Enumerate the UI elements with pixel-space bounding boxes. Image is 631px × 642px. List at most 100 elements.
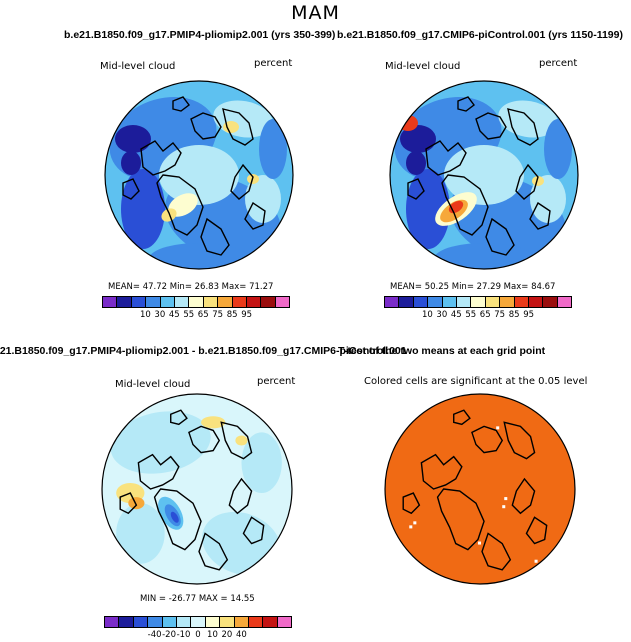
coastline — [198, 532, 229, 571]
coastline — [170, 409, 188, 426]
colorbar-swatch — [248, 617, 264, 627]
map-field-region — [444, 145, 524, 205]
panel2-variable-label: Mid-level cloud — [385, 61, 461, 72]
panel4-caption: Colored cells are significant at the 0.0… — [364, 376, 588, 387]
colorbar-tick-label: 65 — [479, 310, 491, 320]
coastline — [140, 140, 182, 176]
map-field-region — [201, 416, 226, 429]
colorbar-swatch — [263, 617, 278, 627]
colorbar-swatch — [103, 297, 118, 307]
panel3-variable-label: Mid-level cloud — [115, 379, 191, 390]
map-field-region — [170, 511, 179, 523]
map-field-region — [406, 169, 450, 249]
coastline — [481, 532, 512, 571]
colorbar-swatch — [119, 617, 134, 627]
nonsignificant-cell — [504, 497, 508, 501]
panel1-polar-map — [104, 80, 294, 270]
coastline — [220, 421, 253, 460]
map-field-region — [149, 243, 249, 269]
map-field-region — [159, 145, 239, 205]
coastline — [457, 96, 475, 112]
colorbar-swatch — [117, 297, 132, 307]
map-field-region — [166, 468, 228, 518]
map-field-region — [406, 151, 426, 175]
coastline — [222, 108, 254, 146]
map-field-region — [235, 435, 248, 446]
panel3-stats: MIN = -26.77 MAX = 14.55 — [140, 594, 255, 604]
coastline — [200, 217, 230, 256]
map-background — [385, 394, 575, 584]
colorbar-tick-label: 85 — [226, 310, 238, 320]
colorbar-swatch — [514, 297, 529, 307]
map-border — [101, 393, 293, 585]
colorbar-swatch — [500, 297, 515, 307]
colorbar-swatch — [428, 297, 443, 307]
coastline — [156, 174, 204, 236]
map-field-region — [434, 243, 534, 269]
map-field-region — [245, 175, 281, 223]
panel4-polar-map — [384, 393, 576, 585]
panel1-units-label: percent — [254, 58, 293, 69]
colorbar-swatch — [543, 297, 558, 307]
panel1-title: b.e21.B1850.f09_g17.PMIP4-pliomip2.001 (… — [64, 29, 336, 41]
coastline — [441, 174, 489, 236]
panel2-stats: MEAN= 50.25 Min= 27.29 Max= 84.67 — [390, 282, 556, 292]
colorbar-tick-label: 10 — [139, 310, 151, 320]
map-border — [384, 393, 576, 585]
coastline — [190, 112, 222, 140]
map-field-region — [121, 151, 141, 175]
colorbar-swatch — [131, 297, 147, 307]
map-field-region — [530, 175, 566, 223]
colorbar-swatch — [442, 297, 457, 307]
nonsignificant-cell — [502, 505, 506, 509]
map-field-region — [128, 497, 145, 510]
colorbar-swatch — [189, 297, 204, 307]
coastline — [420, 453, 463, 490]
coastline — [172, 96, 190, 112]
map-field-region — [116, 503, 165, 564]
colorbar-swatch — [218, 297, 233, 307]
panel4-title: T-test of the two means at each grid poi… — [338, 345, 546, 357]
coastline — [137, 453, 180, 490]
colorbar-swatch — [234, 617, 249, 627]
colorbar-swatch — [261, 297, 276, 307]
map-field-region — [532, 176, 544, 186]
colorbar-swatch — [275, 297, 290, 307]
coastline — [503, 421, 536, 460]
figure-title: MAM — [291, 2, 340, 24]
panel2-title: b.e21.B1850.f09_g17.CMIP6-piControl.001 … — [337, 29, 623, 41]
colorbar-tick-label: 85 — [508, 310, 520, 320]
colorbar-swatch — [205, 617, 221, 627]
colorbar-tick-label: 10 — [421, 310, 433, 320]
colorbar-swatch — [528, 297, 544, 307]
colorbar-swatch — [471, 297, 486, 307]
colorbar-swatch — [232, 297, 247, 307]
map-border — [389, 80, 579, 270]
colorbar-tick-label: 95 — [241, 310, 253, 320]
colorbar-tick-label: 65 — [197, 310, 209, 320]
coastline — [407, 178, 425, 200]
colorbar-tick-label: 55 — [465, 310, 477, 320]
panel1-variable-label: Mid-level cloud — [100, 61, 176, 72]
colorbar-swatch — [246, 297, 262, 307]
colorbar-swatch — [485, 297, 501, 307]
coastline — [485, 217, 515, 256]
colorbar-swatch — [413, 297, 429, 307]
panel1-colorbar: 10 30 45 55 65 75 85 95 — [102, 296, 290, 320]
map-field-region — [115, 125, 151, 153]
colorbar-swatch — [148, 617, 163, 627]
coastline — [453, 409, 471, 426]
colorbar-swatch — [174, 297, 190, 307]
coastline — [425, 140, 467, 176]
coastline — [242, 516, 265, 545]
coastline — [471, 425, 504, 454]
panel3-units-label: percent — [257, 376, 296, 387]
panel2-units-label: percent — [539, 58, 578, 69]
colorbar-swatch — [277, 617, 292, 627]
colorbar-swatch — [105, 617, 120, 627]
colorbar-swatch — [133, 617, 149, 627]
colorbar-tick-label: 45 — [450, 310, 462, 320]
panel3-colorbar: -40 -20 -10 0 10 20 40 — [104, 616, 292, 640]
colorbar-tick-label: -40 — [147, 630, 162, 640]
colorbar-tick-label: 10 — [207, 630, 218, 640]
